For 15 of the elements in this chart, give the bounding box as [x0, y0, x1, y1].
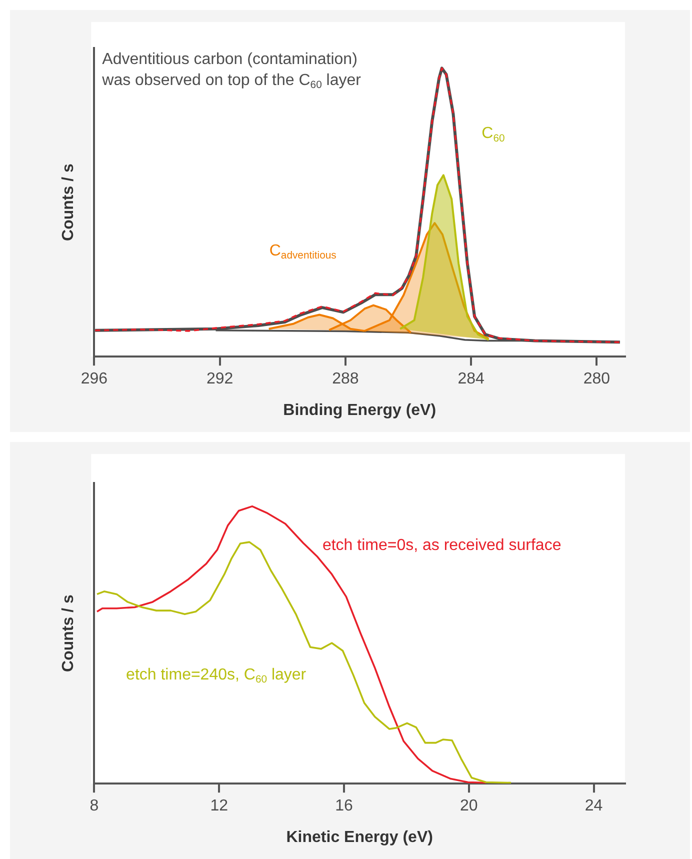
x-tick-label: 280 [583, 370, 610, 388]
x-tick-label: 24 [584, 798, 603, 815]
series-label: etch time=0s, as received surface [322, 537, 562, 554]
x-tick-label: 284 [458, 370, 485, 388]
x-tick-label: 292 [206, 370, 234, 388]
x-tick-label: 12 [210, 798, 228, 815]
x-axis-title: Kinetic Energy (eV) [286, 828, 433, 846]
x-tick-label: 288 [332, 370, 359, 388]
y-axis-title: Counts / s [60, 594, 78, 672]
x-axis-title: Binding Energy (eV) [283, 402, 436, 419]
x-tick-label: 296 [80, 370, 108, 388]
x-tick-label: 8 [90, 798, 99, 815]
x-tick-label: 20 [460, 798, 478, 815]
x-tick-label: 16 [335, 798, 353, 815]
y-axis-title: Counts / s [60, 164, 78, 241]
